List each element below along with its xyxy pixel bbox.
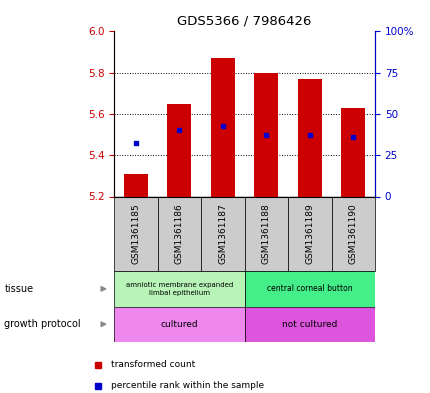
- Bar: [157, 196, 201, 271]
- FancyBboxPatch shape: [114, 307, 244, 342]
- Text: amniotic membrane expanded
limbal epithelium: amniotic membrane expanded limbal epithe…: [126, 282, 233, 296]
- Text: GSM1361187: GSM1361187: [218, 204, 227, 264]
- Text: cultured: cultured: [160, 320, 198, 329]
- Text: central corneal button: central corneal button: [266, 285, 352, 293]
- Bar: [244, 196, 287, 271]
- Bar: [254, 73, 278, 196]
- Title: GDS5366 / 7986426: GDS5366 / 7986426: [177, 15, 311, 28]
- FancyBboxPatch shape: [244, 271, 374, 307]
- FancyBboxPatch shape: [244, 307, 374, 342]
- Text: GSM1361185: GSM1361185: [131, 204, 140, 264]
- Text: not cultured: not cultured: [282, 320, 337, 329]
- Bar: [331, 196, 374, 271]
- Text: percentile rank within the sample: percentile rank within the sample: [111, 382, 264, 390]
- Bar: [210, 58, 234, 196]
- FancyBboxPatch shape: [114, 271, 244, 307]
- Bar: [341, 108, 364, 196]
- Text: tissue: tissue: [4, 284, 34, 294]
- Bar: [201, 196, 244, 271]
- Bar: [124, 174, 147, 196]
- Text: GSM1361190: GSM1361190: [348, 204, 357, 264]
- Text: growth protocol: growth protocol: [4, 319, 81, 329]
- Bar: [167, 104, 191, 196]
- Text: GSM1361188: GSM1361188: [261, 204, 270, 264]
- Bar: [297, 79, 321, 196]
- Text: GSM1361189: GSM1361189: [304, 204, 313, 264]
- Bar: [114, 196, 157, 271]
- Text: GSM1361186: GSM1361186: [175, 204, 184, 264]
- Bar: [287, 196, 331, 271]
- Text: transformed count: transformed count: [111, 360, 195, 369]
